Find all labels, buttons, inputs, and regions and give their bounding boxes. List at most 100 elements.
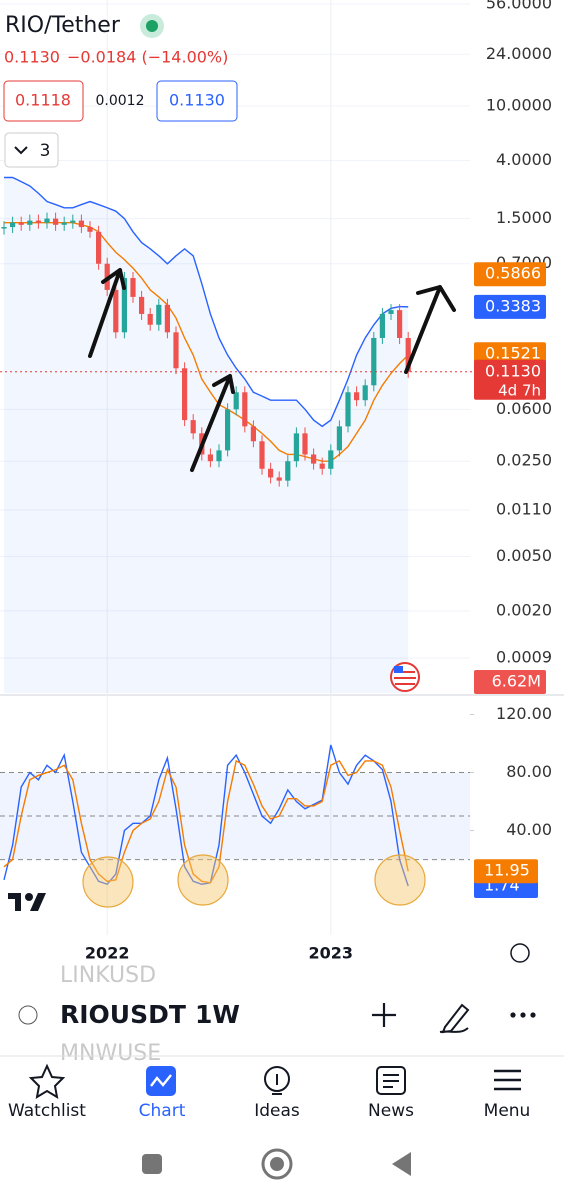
candle bbox=[173, 332, 179, 369]
candle bbox=[121, 278, 127, 333]
candle bbox=[96, 231, 102, 264]
candle bbox=[113, 289, 119, 333]
status-dot bbox=[146, 20, 158, 32]
ideas-icon[interactable] bbox=[264, 1066, 290, 1092]
logo-part bbox=[15, 893, 21, 911]
candle bbox=[319, 463, 325, 469]
add-button[interactable] bbox=[372, 1003, 396, 1027]
draw-button[interactable] bbox=[439, 1003, 470, 1034]
news-icon[interactable] bbox=[376, 1066, 406, 1095]
candle bbox=[78, 220, 84, 228]
candle bbox=[371, 337, 377, 386]
candle bbox=[259, 441, 265, 469]
back-button[interactable] bbox=[392, 1152, 411, 1176]
price-tag-label: 0.1130 bbox=[485, 361, 541, 380]
annotations bbox=[88, 268, 456, 472]
price-tag-label: 0.3383 bbox=[485, 296, 541, 315]
candle bbox=[268, 468, 274, 478]
candle bbox=[233, 392, 239, 410]
news-icon-lines bbox=[383, 1074, 399, 1088]
indicator-line bbox=[4, 176, 409, 428]
candle bbox=[130, 278, 136, 297]
indicators-toggle[interactable] bbox=[4, 132, 59, 168]
nav-label[interactable]: Menu bbox=[484, 1101, 531, 1121]
candle bbox=[276, 477, 282, 481]
y-tick-label: 0.0020 bbox=[496, 600, 552, 619]
bottom-nav: Watchlist Chart Ideas News Menu bbox=[8, 1063, 531, 1121]
candle bbox=[362, 385, 368, 401]
candle bbox=[164, 304, 170, 333]
candle bbox=[388, 310, 394, 314]
arrow bbox=[190, 374, 235, 472]
recents-button[interactable] bbox=[142, 1154, 162, 1174]
symbol-icon bbox=[18, 1005, 38, 1025]
y-tick-label: 1.5000 bbox=[496, 208, 552, 227]
system-nav bbox=[142, 1148, 411, 1180]
candle bbox=[182, 368, 188, 421]
candle bbox=[1, 227, 7, 229]
candle bbox=[156, 304, 162, 325]
candle bbox=[61, 222, 67, 225]
price-tag bbox=[474, 294, 546, 319]
candle bbox=[302, 433, 308, 455]
candle bbox=[35, 220, 41, 223]
spread: 0.0012 bbox=[96, 93, 145, 109]
home-button[interactable] bbox=[261, 1148, 293, 1180]
circle bbox=[374, 854, 426, 906]
toolbar-interval[interactable]: 1W bbox=[195, 1000, 240, 1029]
ask-price: 0.1130 bbox=[169, 91, 225, 110]
candle bbox=[53, 218, 59, 225]
price-change: −0.0184 (−14.00%) bbox=[67, 48, 228, 67]
price-tag bbox=[474, 359, 546, 400]
nav-label[interactable]: Ideas bbox=[254, 1101, 300, 1121]
y-tick-label: 120.00 bbox=[496, 704, 552, 723]
nav-label[interactable]: News bbox=[368, 1101, 414, 1121]
highlight-circles bbox=[82, 854, 426, 908]
watchlist-icon[interactable] bbox=[28, 1063, 66, 1099]
chart-icon-line bbox=[150, 1074, 172, 1087]
toolbar-symbol[interactable]: RIOUSDT bbox=[60, 1000, 186, 1029]
candle bbox=[18, 222, 24, 225]
stoch-line bbox=[3, 759, 409, 884]
candle bbox=[70, 220, 76, 223]
nav-label[interactable]: Chart bbox=[139, 1101, 186, 1121]
last-price: 0.1130 bbox=[4, 48, 60, 67]
candle bbox=[87, 227, 93, 232]
symbol-toolbar bbox=[0, 970, 564, 1056]
menu-icon[interactable] bbox=[494, 1069, 521, 1091]
candle bbox=[250, 426, 256, 442]
home-dot bbox=[270, 1157, 284, 1171]
indicator-count: 3 bbox=[40, 141, 51, 161]
settings-icon[interactable] bbox=[510, 943, 530, 963]
candle bbox=[285, 461, 291, 481]
candle bbox=[216, 450, 222, 462]
next-symbol: MNWUSE bbox=[60, 1041, 161, 1066]
candle bbox=[27, 220, 33, 225]
symbol-title: RIO/Tether bbox=[5, 13, 121, 38]
candle bbox=[10, 222, 16, 228]
candle bbox=[293, 433, 299, 462]
value-tag-label: 11.95 bbox=[484, 861, 530, 880]
prev-symbol: LINKUSD bbox=[60, 963, 156, 988]
logo-part bbox=[25, 893, 33, 901]
candle bbox=[147, 313, 153, 325]
bid-box[interactable] bbox=[3, 80, 84, 122]
ask-box[interactable] bbox=[156, 80, 238, 122]
nav-label[interactable]: Watchlist bbox=[8, 1101, 86, 1121]
y-tick-label: 0.0110 bbox=[496, 499, 552, 518]
y-tick-label: 40.00 bbox=[506, 820, 552, 839]
candle bbox=[328, 450, 334, 469]
price-tag bbox=[474, 262, 546, 287]
candle bbox=[139, 296, 145, 314]
more-button[interactable] bbox=[510, 1012, 536, 1018]
candle bbox=[190, 420, 196, 434]
value-tag bbox=[474, 859, 538, 884]
volume-tag bbox=[474, 670, 546, 694]
candle bbox=[354, 392, 360, 401]
x-tick-label: 2022 bbox=[85, 944, 130, 963]
circle bbox=[177, 854, 229, 906]
candle bbox=[345, 392, 351, 427]
price-tag-label: 0.1521 bbox=[485, 344, 541, 363]
